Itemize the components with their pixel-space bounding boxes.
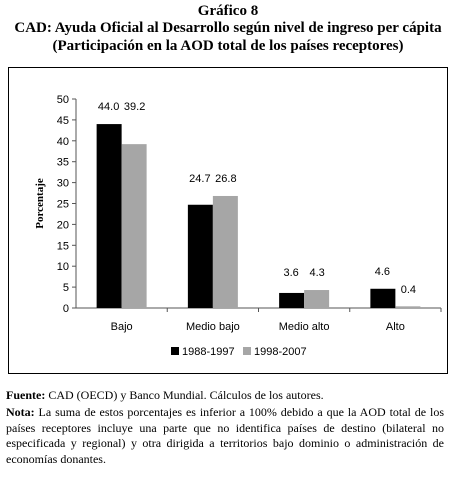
x-tick-label: Medio alto [279,321,330,333]
bar [304,290,330,308]
bar-chart: 0 5 10 15 20 25 30 35 40 45 50 Porcentaje Bajo 44.0 39… [34,94,442,358]
y-tick-label: 30 [57,178,69,190]
bar [395,306,421,308]
bar [370,288,396,308]
source-text: CAD (OECD) y Banco Mundial. Cálculos de … [45,388,324,402]
y-tick-label: 25 [57,199,69,211]
source-note: Fuente: CAD (OECD) y Banco Mundial. Cálc… [6,388,444,404]
y-tick-label: 35 [57,157,69,169]
bar [279,292,305,308]
bar [187,204,213,308]
data-label: 44.0 [98,101,119,113]
footnote: Nota: La suma de estos porcentajes es in… [6,405,444,467]
y-tick-label: 20 [57,219,69,231]
chart-frame: 0 5 10 15 20 25 30 35 40 45 50 Porcentaje Bajo 44.0 39… [8,67,448,374]
data-label: 39.2 [124,101,145,113]
note-label: Nota: [6,405,35,419]
data-label: 26.8 [215,173,236,185]
y-tick-label: 40 [57,136,69,148]
y-tick-label: 5 [63,282,69,294]
bar [212,195,238,308]
data-label: 4.6 [375,266,390,278]
data-label: 3.6 [283,267,298,279]
note-text: La suma de estos porcentajes es inferior… [6,405,444,466]
data-label: 0.4 [401,284,416,296]
data-label: 4.3 [309,267,324,279]
source-label: Fuente: [6,388,46,402]
legend-swatch [243,347,251,355]
x-tick-label: Medio bajo [186,321,240,333]
data-label: 24.7 [189,173,210,185]
bar [121,144,147,308]
figure-number: Gráfico 8 [197,3,259,19]
y-axis-title: Porcentaje [34,178,46,229]
legend-label: 1988-1997 [182,346,235,358]
chart-subtitle: (Participación en la AOD total de los pa… [52,38,404,54]
chart-title: CAD: Ayuda Oficial al Desarrollo según n… [14,20,442,36]
x-tick-label: Alto [386,321,405,333]
y-tick-label: 45 [57,115,69,127]
bar [96,124,122,308]
y-tick-label: 15 [57,240,69,252]
y-tick-label: 0 [63,303,69,315]
legend-label: 1998-2007 [254,346,307,358]
legend-swatch [171,347,179,355]
y-tick-label: 50 [57,94,69,106]
y-tick-label: 10 [57,261,69,273]
x-tick-label: Bajo [111,321,133,333]
